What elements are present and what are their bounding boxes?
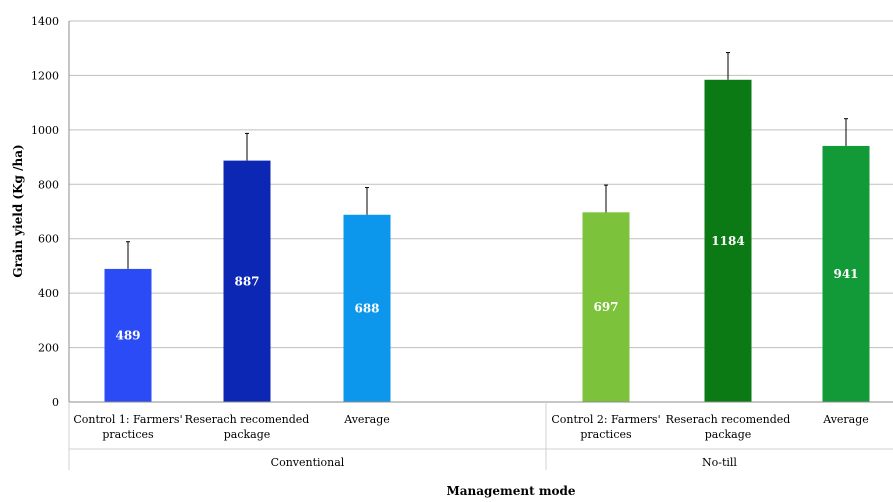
data-label: 697 <box>593 300 618 314</box>
category-label: Reserach recomended <box>666 413 791 426</box>
group-labels: Conventional No-till <box>271 456 738 469</box>
group-label: No-till <box>702 456 737 469</box>
y-axis-title: Grain yield (Kg /ha) <box>11 144 25 277</box>
bars <box>104 79 870 402</box>
data-label: 688 <box>354 301 379 315</box>
y-tick-label: 1000 <box>31 124 59 137</box>
y-tick-labels: 0 200 400 600 800 1000 1200 1400 <box>31 15 59 409</box>
group-label: Conventional <box>271 456 345 469</box>
axes <box>68 21 893 470</box>
error-bars <box>126 52 848 269</box>
category-label: package <box>224 428 271 441</box>
y-tick-label: 1200 <box>31 69 59 82</box>
data-label: 941 <box>833 267 858 281</box>
bar <box>104 268 152 402</box>
category-label: Control 2: Farmers' <box>551 413 660 426</box>
bar <box>582 212 630 402</box>
y-tick-label: 600 <box>38 233 59 246</box>
data-label: 489 <box>115 328 140 342</box>
category-label: package <box>705 428 752 441</box>
category-label: Reserach recomended <box>185 413 310 426</box>
bar <box>223 160 271 402</box>
bar <box>704 79 752 402</box>
data-label: 887 <box>234 274 259 288</box>
y-tick-label: 0 <box>52 396 59 409</box>
x-axis-title: Management mode <box>446 484 575 498</box>
category-label: Average <box>822 413 869 426</box>
category-label: Control 1: Farmers' <box>73 413 182 426</box>
bar <box>343 214 391 402</box>
category-labels: Control 1: Farmers' practices Reserach rec… <box>73 413 868 441</box>
y-tick-label: 400 <box>38 287 59 300</box>
gridlines <box>69 20 893 349</box>
bar <box>822 145 870 402</box>
data-labels: 489 887 688 697 1184 941 <box>115 234 858 343</box>
category-label: practices <box>102 428 154 441</box>
category-label: Average <box>343 413 390 426</box>
category-label: practices <box>580 428 632 441</box>
data-label: 1184 <box>711 234 744 248</box>
y-tick-label: 1400 <box>31 15 59 28</box>
y-tick-label: 200 <box>38 342 59 355</box>
y-tick-label: 800 <box>38 178 59 191</box>
